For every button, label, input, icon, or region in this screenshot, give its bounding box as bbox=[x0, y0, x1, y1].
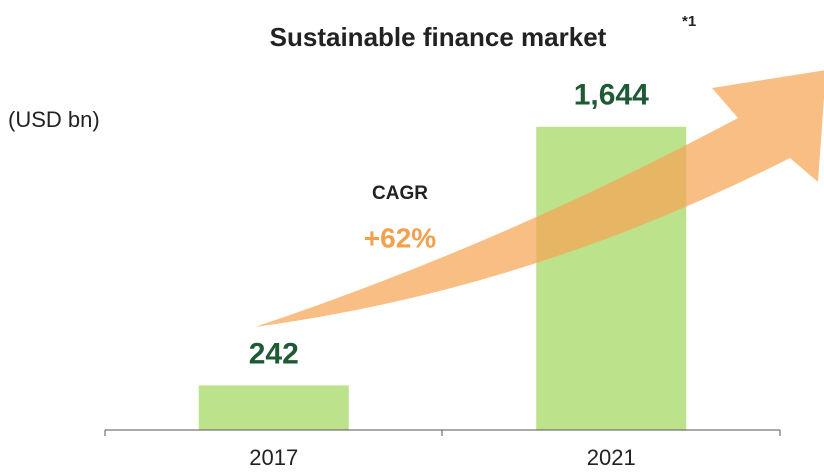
growth-arrow bbox=[255, 70, 824, 327]
annotation-label: CAGR bbox=[372, 183, 428, 204]
y-axis-label: (USD bn) bbox=[8, 107, 100, 132]
title-note: *1 bbox=[682, 13, 696, 30]
x-tick-label: 2017 bbox=[249, 445, 298, 470]
value-label: 242 bbox=[249, 337, 299, 370]
x-axis bbox=[104, 429, 781, 436]
value-label: 1,644 bbox=[574, 79, 649, 112]
annotation-value: +62% bbox=[364, 222, 436, 253]
bar bbox=[198, 385, 349, 430]
chart-title: Sustainable finance market bbox=[270, 22, 607, 52]
x-tick-label: 2021 bbox=[587, 445, 636, 470]
